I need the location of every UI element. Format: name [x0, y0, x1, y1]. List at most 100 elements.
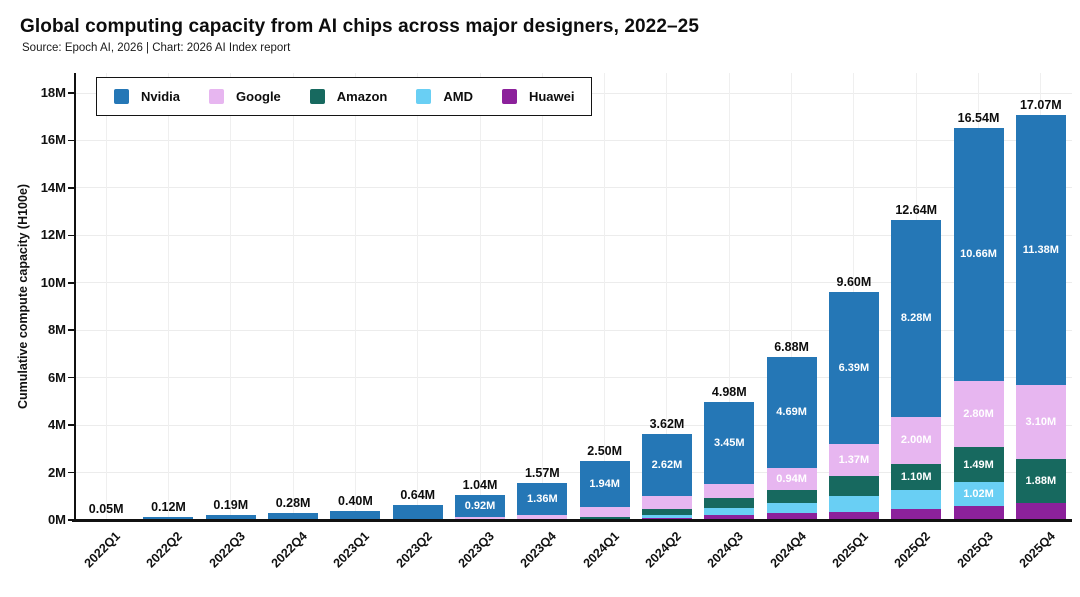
bar-total-label-2022Q2: 0.12M — [151, 500, 186, 515]
bar-segment-amd-2024Q4 — [766, 503, 817, 513]
y-tick-label-6M: 6M — [47, 369, 66, 385]
bar-2025Q1: 6.39M 1.37M — [828, 292, 879, 520]
bar-total-label-2024Q4: 6.88M — [774, 339, 809, 354]
segment-value-label: 2.80M — [963, 407, 994, 420]
x-axis-line — [72, 518, 1072, 522]
gridline-vertical-2024Q3 — [728, 73, 730, 520]
segment-value-label: 0.92M — [464, 500, 496, 513]
bar-total-label-2023Q3: 1.04M — [462, 478, 498, 493]
y-tick-mark-8M — [68, 329, 74, 331]
gridline-vertical-2023Q3 — [479, 73, 481, 520]
segment-value-label: 3.10M — [1025, 415, 1057, 428]
gridline-vertical-2024Q2 — [666, 73, 668, 520]
bar-2025Q4: 11.38M 3.10M 1.88M — [1015, 115, 1066, 520]
gridline-horizontal-8M — [75, 329, 1072, 331]
y-tick-label-8M: 8M — [47, 322, 66, 338]
bar-segment-nvidia-2025Q1: 6.39M — [828, 292, 879, 444]
bar-segment-nvidia-2023Q1 — [330, 510, 381, 520]
bar-segment-huawei-2025Q1 — [828, 511, 879, 520]
bar-segment-nvidia-2024Q2: 2.62M — [641, 434, 692, 497]
legend-swatch-icon-nvidia — [114, 89, 129, 104]
bar-segment-huawei-2025Q2 — [891, 509, 942, 520]
gridline-horizontal-10M — [75, 282, 1072, 284]
bar-2023Q3: 0.92M — [455, 495, 506, 520]
legend: Nvidia Google Amazon AMD Huawei — [96, 77, 593, 116]
gridline-horizontal-4M — [75, 424, 1072, 426]
bar-total-label-2024Q2: 3.62M — [649, 417, 685, 432]
bar-segment-amd-2025Q3: 1.02M — [953, 482, 1004, 507]
bar-total-label-2024Q3: 4.98M — [711, 384, 747, 399]
bar-segment-huawei-2024Q3 — [704, 515, 755, 520]
segment-value-label: 6.39M — [838, 362, 870, 375]
bar-segment-nvidia-2023Q3: 0.92M — [455, 495, 506, 518]
gridline-horizontal-2M — [75, 472, 1072, 474]
bar-segment-amazon-2024Q2 — [641, 509, 692, 516]
y-tick-label-12M: 12M — [40, 227, 66, 243]
y-tick-mark-14M — [68, 187, 74, 189]
bar-total-label-2023Q1: 0.40M — [338, 493, 373, 508]
bar-segment-nvidia-2024Q1: 1.94M — [579, 460, 630, 507]
bar-segment-google-2023Q3 — [455, 517, 506, 520]
bar-segment-amazon-2024Q1 — [579, 516, 630, 520]
segment-value-label: 1.37M — [838, 454, 870, 467]
bar-segment-nvidia-2023Q2 — [392, 504, 443, 519]
legend-label-nvidia: Nvidia — [141, 89, 181, 104]
bar-total-label-2025Q4: 17.07M — [1019, 98, 1062, 113]
bar-segment-nvidia-2022Q2 — [143, 517, 194, 520]
segment-value-label: 1.88M — [1025, 474, 1057, 487]
y-tick-mark-6M — [68, 376, 74, 379]
segment-value-label: 3.45M — [713, 436, 745, 449]
chart-title: Global computing capacity from AI chips … — [20, 16, 700, 37]
legend-item-nvidia: Nvidia — [114, 89, 180, 104]
y-tick-label-18M: 18M — [40, 85, 66, 100]
legend-item-amazon: Amazon — [309, 89, 388, 104]
bar-segment-google-2025Q1: 1.37M — [828, 443, 879, 477]
gridline-horizontal-16M — [75, 139, 1072, 141]
gridline-horizontal-14M — [75, 187, 1072, 189]
bar-segment-nvidia-2025Q4: 11.38M — [1015, 115, 1066, 385]
y-tick-mark-0M — [68, 519, 74, 521]
bar-segment-google-2024Q4: 0.94M — [766, 468, 817, 491]
bar-segment-huawei-2024Q4 — [766, 512, 817, 520]
bar-segment-amd-2024Q3 — [704, 507, 755, 516]
gridline-horizontal-12M — [75, 234, 1072, 236]
bar-segment-google-2025Q4: 3.10M — [1015, 385, 1066, 459]
bar-2024Q1: 1.94M — [579, 460, 630, 520]
legend-label-amd: AMD — [443, 89, 473, 104]
legend-item-amd: AMD — [416, 89, 473, 104]
legend-label-amazon: Amazon — [336, 89, 388, 104]
y-tick-label-14M: 14M — [40, 179, 66, 195]
bar-segment-amd-2025Q2 — [891, 490, 942, 510]
bar-segment-nvidia-2022Q4 — [268, 513, 319, 520]
bar-2024Q4: 4.69M 0.94M — [766, 356, 817, 520]
legend-label-huawei: Huawei — [528, 89, 575, 104]
y-tick-mark-2M — [68, 471, 74, 474]
bar-segment-google-2023Q4 — [517, 515, 568, 519]
bar-segment-huawei-2025Q3 — [953, 506, 1004, 520]
bar-segment-amd-2024Q2 — [641, 515, 692, 519]
bar-total-label-2022Q4: 0.28M — [275, 496, 311, 511]
bar-segment-amazon-2025Q4: 1.88M — [1015, 458, 1066, 504]
segment-value-label: 4.69M — [776, 406, 807, 419]
bar-total-label-2025Q1: 9.60M — [836, 275, 872, 290]
y-tick-mark-16M — [68, 139, 74, 142]
segment-value-label: 2.62M — [651, 459, 683, 472]
y-axis-line — [73, 73, 76, 521]
bar-segment-google-2024Q1 — [579, 506, 630, 517]
bar-total-label-2022Q3: 0.19M — [213, 498, 249, 513]
bar-segment-google-2024Q2 — [641, 496, 692, 510]
bar-segment-nvidia-2025Q3: 10.66M — [953, 127, 1004, 381]
bar-segment-nvidia-2023Q4: 1.36M — [517, 482, 568, 515]
bar-total-label-2025Q2: 12.64M — [895, 203, 938, 218]
segment-value-label: 8.28M — [900, 312, 932, 325]
legend-item-google: Google — [209, 89, 281, 104]
legend-swatch-icon-amd — [416, 89, 432, 104]
legend-swatch-icon-amazon — [309, 89, 325, 104]
bar-total-label-2025Q3: 16.54M — [957, 110, 1000, 125]
gridline-vertical-2022Q3 — [230, 73, 232, 520]
gridline-vertical-2023Q1 — [354, 73, 356, 520]
bar-segment-amd-2025Q1 — [828, 495, 879, 512]
y-tick-label-16M: 16M — [40, 132, 66, 148]
gridline-horizontal-6M — [75, 377, 1072, 379]
